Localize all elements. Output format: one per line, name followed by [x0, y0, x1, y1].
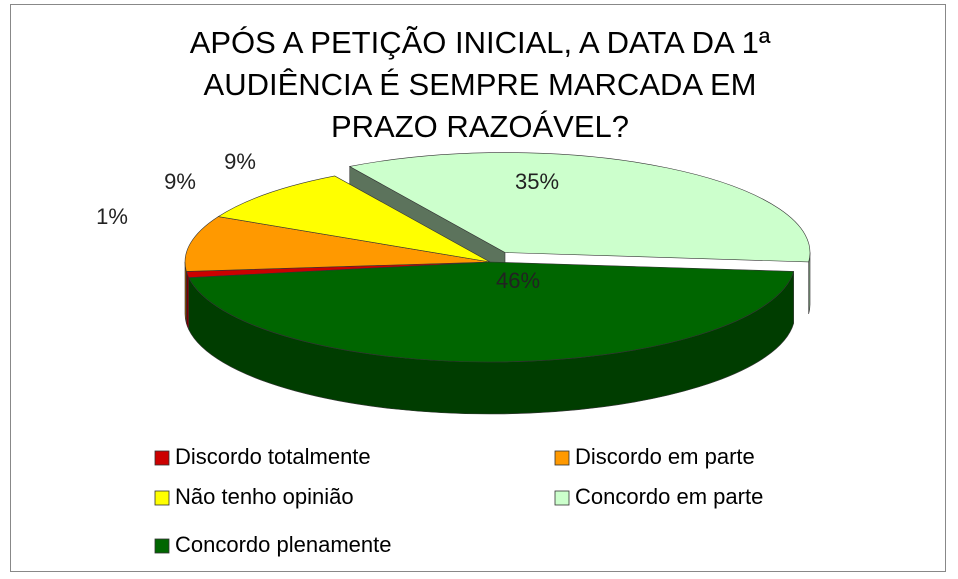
data-label: 9%	[224, 149, 256, 174]
data-label: 46%	[496, 268, 540, 293]
legend-swatch	[154, 538, 170, 554]
data-label: 35%	[515, 169, 559, 194]
legend-label: Concordo plenamente	[175, 532, 391, 557]
slice-side	[186, 271, 190, 330]
slice	[348, 152, 811, 263]
slice	[184, 216, 491, 272]
legend-label: Discordo totalmente	[175, 444, 371, 469]
legend-swatch	[154, 490, 170, 506]
slice	[188, 261, 795, 363]
legend-swatch	[554, 490, 570, 506]
chart-frame	[10, 4, 946, 572]
legend-swatch	[154, 450, 170, 466]
legend-label: Discordo em parte	[575, 444, 755, 469]
legend-label: Concordo em parte	[575, 484, 763, 509]
slice	[217, 175, 491, 263]
chart-title: APÓS A PETIÇÃO INICIAL, A DATA DA 1ª AUD…	[189, 25, 771, 144]
data-label: 9%	[164, 169, 196, 194]
legend-swatch	[554, 450, 570, 466]
data-label: 1%	[96, 204, 128, 229]
legend-label: Não tenho opinião	[175, 484, 354, 509]
